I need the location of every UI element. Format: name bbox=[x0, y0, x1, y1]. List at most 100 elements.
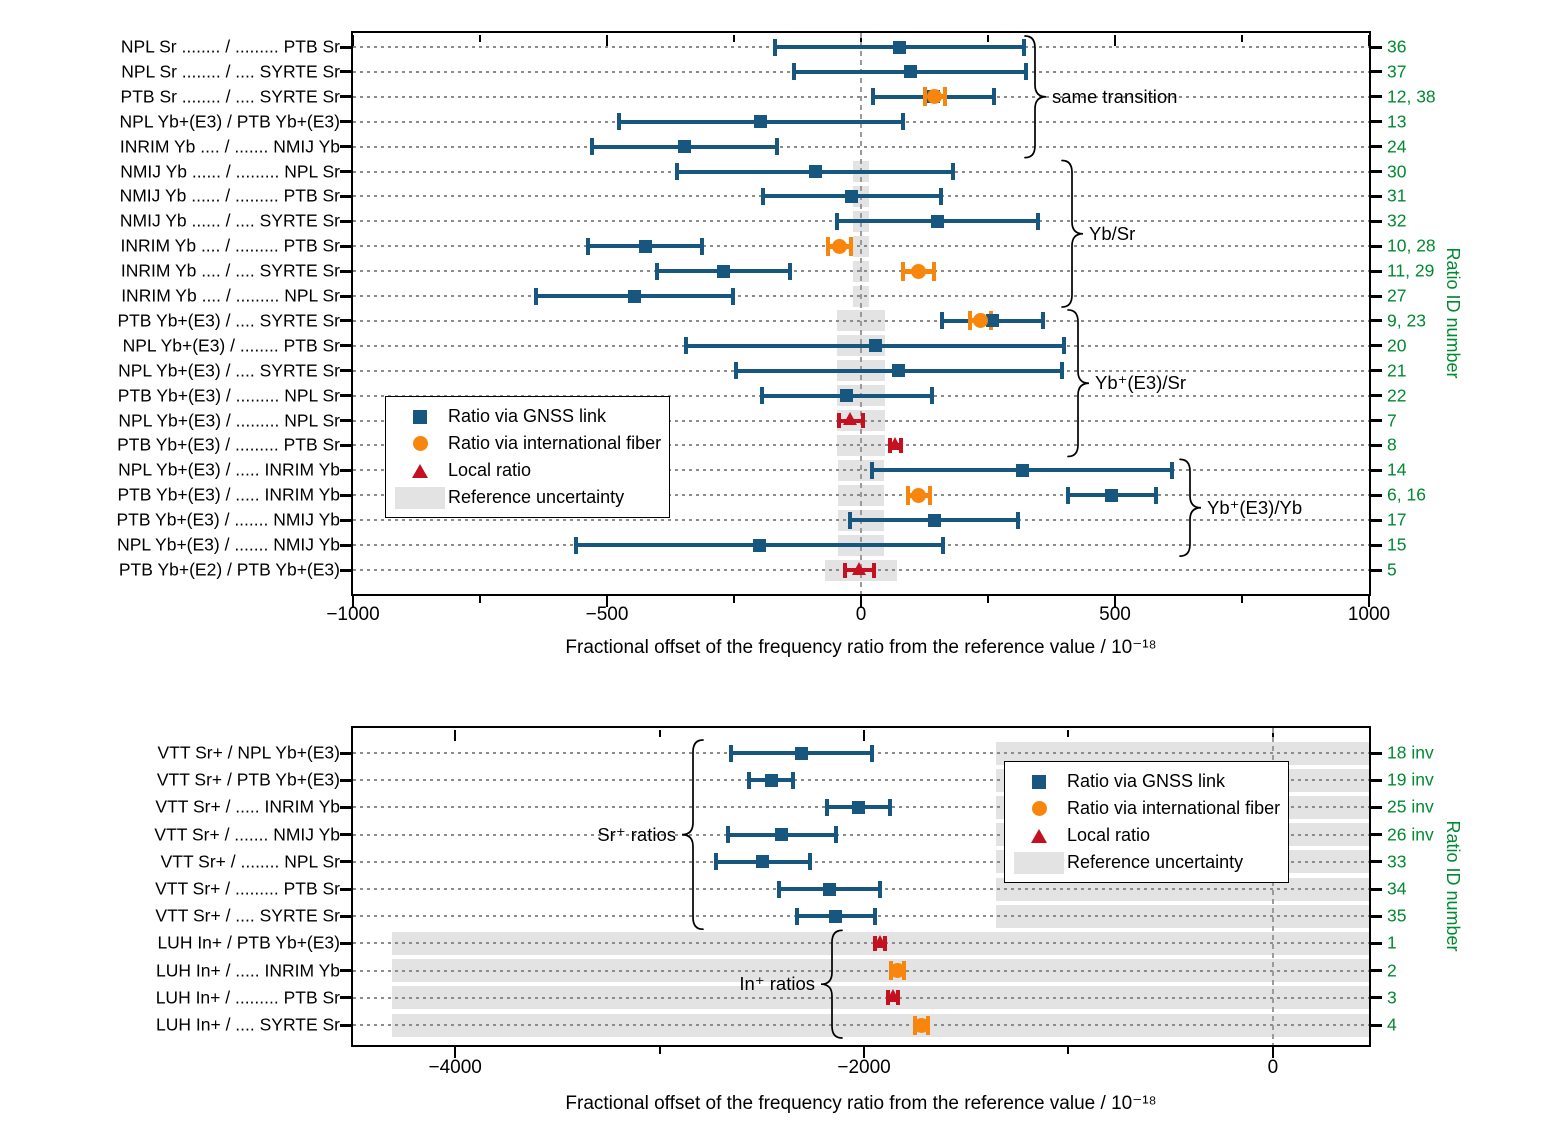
legend-item-label: Reference uncertainty bbox=[1067, 852, 1244, 872]
gnss-error-cap bbox=[1035, 212, 1040, 230]
right-row-tick bbox=[1371, 244, 1382, 248]
legend-item-label: Ratio via international fiber bbox=[448, 433, 662, 453]
row-gridline bbox=[353, 779, 1369, 782]
local-triangle-marker bbox=[888, 436, 903, 450]
local-triangle-marker bbox=[843, 412, 858, 426]
row-label: NPL Yb+(E3) / ........ PTB Sr bbox=[122, 335, 340, 356]
x-tick-label: −4000 bbox=[428, 1057, 482, 1078]
right-row-tick bbox=[1371, 95, 1382, 99]
ratio-id-label: 25 inv bbox=[1387, 796, 1434, 817]
gnss-square-marker bbox=[795, 746, 809, 760]
x-tick-label: −1000 bbox=[326, 604, 380, 625]
gnss-error-cap bbox=[772, 38, 777, 56]
left-row-tick bbox=[340, 369, 351, 373]
bottom-axis-tick bbox=[605, 596, 609, 607]
ratio-id-label: 12, 38 bbox=[1387, 86, 1436, 107]
left-row-tick bbox=[340, 419, 351, 423]
ratio-id-label: 9, 23 bbox=[1387, 310, 1426, 331]
left-row-tick bbox=[340, 394, 351, 398]
gnss-error-cap bbox=[774, 138, 779, 156]
right-row-tick bbox=[1371, 443, 1382, 447]
ratio-id-label: 7 bbox=[1387, 410, 1397, 431]
gnss-error-cap bbox=[807, 853, 812, 871]
group-label: Sr⁺ ratios bbox=[597, 823, 676, 845]
right-row-tick bbox=[1371, 145, 1382, 149]
row-label: PTB Yb+(E3) / ..... INRIM Yb bbox=[117, 484, 340, 505]
gnss-error-cap bbox=[1154, 486, 1159, 504]
left-row-tick bbox=[340, 145, 351, 149]
gnss-error-cap bbox=[586, 237, 591, 255]
legend-item: Ratio via GNSS link bbox=[392, 403, 661, 430]
row-label: PTB Yb+(E3) / .... SYRTE Sr bbox=[117, 310, 340, 331]
left-row-tick bbox=[340, 319, 351, 323]
row-gridline bbox=[353, 969, 1369, 972]
gnss-square-marker bbox=[927, 513, 941, 527]
left-row-tick bbox=[340, 914, 351, 918]
x-tick-label: 0 bbox=[855, 604, 867, 625]
top-axis-tick bbox=[1113, 35, 1117, 46]
fiber-circle-marker bbox=[913, 1017, 929, 1033]
right-row-tick bbox=[1371, 778, 1382, 782]
gnss-error-cap bbox=[870, 461, 875, 479]
bottom-chart-xaxis-title: Fractional offset of the frequency ratio… bbox=[565, 1093, 1157, 1114]
gnss-error-cap bbox=[731, 287, 736, 305]
gnss-square-marker bbox=[756, 855, 770, 869]
gnss-error-cap bbox=[1062, 337, 1067, 355]
bottom-axis-tick bbox=[859, 596, 863, 607]
bottom-axis-tick bbox=[862, 1047, 866, 1058]
legend-item-label: Local ratio bbox=[448, 460, 532, 480]
row-label: PTB Yb+(E2) / PTB Yb+(E3) bbox=[118, 559, 340, 580]
ratio-id-label: 4 bbox=[1387, 1014, 1397, 1035]
fiber-circle-icon bbox=[412, 436, 428, 451]
gnss-error-cap bbox=[733, 362, 738, 380]
gnss-square-marker bbox=[892, 40, 906, 54]
legend-item: Ratio via international fiber bbox=[392, 430, 661, 457]
row-label: PTB Yb+(E3) / ....... NMIJ Yb bbox=[116, 509, 340, 530]
reference-legend-swatch bbox=[392, 486, 448, 509]
gnss-error-cap bbox=[940, 312, 945, 330]
gnss-error-cap bbox=[729, 744, 734, 762]
gnss-error-cap bbox=[760, 187, 765, 205]
gnss-error-cap bbox=[617, 113, 622, 131]
gnss-error-cap bbox=[675, 163, 680, 181]
right-row-tick bbox=[1371, 887, 1382, 891]
right-row-tick bbox=[1371, 170, 1382, 174]
bottom-axis-tick bbox=[658, 1047, 661, 1054]
fiber-circle-marker bbox=[911, 487, 927, 503]
top-axis-tick bbox=[1241, 35, 1243, 42]
local-triangle-marker bbox=[885, 989, 900, 1003]
row-label: VTT Sr+ / NPL Yb+(E3) bbox=[157, 742, 340, 763]
ratio-id-label: 10, 28 bbox=[1387, 235, 1436, 256]
legend-item-label: Local ratio bbox=[1067, 825, 1151, 845]
ratio-id-label: 5 bbox=[1387, 559, 1397, 580]
left-row-tick bbox=[340, 969, 351, 973]
gnss-square-marker bbox=[754, 115, 768, 129]
ratio-id-label: 32 bbox=[1387, 210, 1407, 231]
gnss-error-cap bbox=[788, 262, 793, 280]
ratio-id-label: 26 inv bbox=[1387, 824, 1434, 845]
right-row-tick bbox=[1371, 518, 1382, 522]
gnss-error-cap bbox=[746, 771, 751, 789]
gnss-error-cap bbox=[888, 798, 893, 816]
right-row-tick bbox=[1371, 1023, 1382, 1027]
ratio-id-label: 37 bbox=[1387, 61, 1407, 82]
ratio-id-label: 33 bbox=[1387, 851, 1407, 872]
gnss-legend-swatch bbox=[1011, 774, 1067, 789]
ratio-id-label: 18 inv bbox=[1387, 742, 1434, 763]
local-triangle-marker bbox=[872, 934, 887, 948]
ratio-id-label: 35 bbox=[1387, 905, 1407, 926]
row-label: VTT Sr+ / ......... PTB Sr bbox=[155, 878, 340, 899]
gnss-square-marker bbox=[829, 909, 843, 923]
row-label: NMIJ Yb ...... / ......... PTB Sr bbox=[119, 185, 340, 206]
gnss-error-cap bbox=[1015, 511, 1020, 529]
ratio-id-label: 15 bbox=[1387, 534, 1407, 555]
plot-clip-region bbox=[353, 728, 1369, 1045]
row-label: INRIM Yb .... / .... SYRTE Sr bbox=[120, 260, 340, 281]
top-chart-right-axis-title: Ratio ID number bbox=[1443, 247, 1463, 379]
fiber-circle-marker bbox=[927, 89, 943, 105]
left-row-tick bbox=[340, 805, 351, 809]
gnss-error-cap bbox=[938, 187, 943, 205]
ratio-id-label: 20 bbox=[1387, 335, 1407, 356]
fiber-circle-marker bbox=[972, 313, 988, 329]
left-row-tick bbox=[340, 344, 351, 348]
